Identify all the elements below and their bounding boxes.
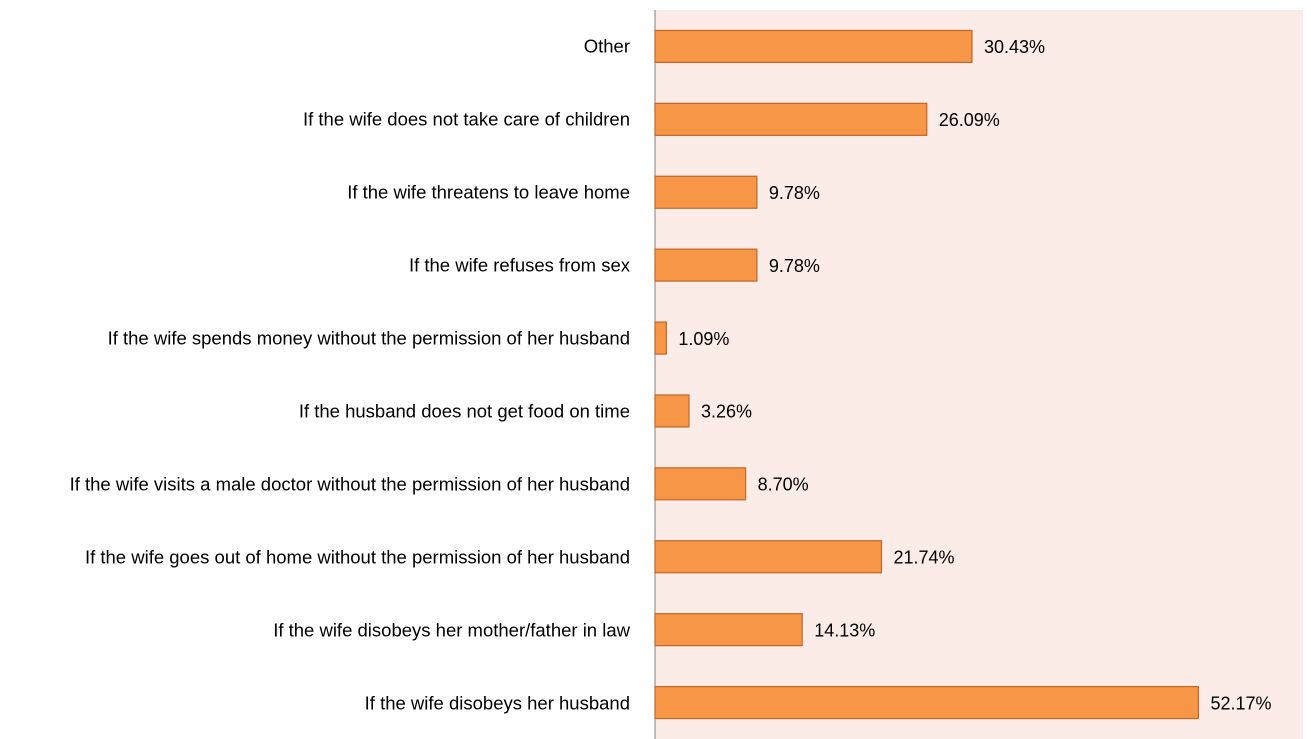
bar bbox=[654, 394, 690, 428]
data-label: 52.17% bbox=[1210, 693, 1271, 713]
bar bbox=[654, 685, 1200, 720]
bar bbox=[654, 175, 758, 209]
category-label: If the wife threatens to leave home bbox=[347, 181, 630, 203]
category-label: If the wife disobeys her husband bbox=[364, 692, 630, 714]
category-label: If the wife visits a male doctor without… bbox=[69, 473, 630, 495]
category-label: If the wife refuses from sex bbox=[408, 254, 630, 276]
bar bbox=[654, 540, 883, 574]
data-label: 26.09% bbox=[939, 110, 1000, 130]
data-label: 30.43% bbox=[984, 37, 1045, 57]
category-label: If the husband does not get food on time bbox=[298, 400, 630, 422]
bar bbox=[654, 321, 667, 355]
category-label: If the wife spends money without the per… bbox=[107, 327, 630, 349]
data-label: 3.26% bbox=[701, 402, 752, 422]
bar bbox=[654, 102, 928, 136]
data-label: 14.13% bbox=[814, 620, 875, 640]
category-label: Other bbox=[583, 35, 630, 57]
data-label: 21.74% bbox=[893, 548, 954, 568]
data-label: 1.09% bbox=[678, 329, 729, 349]
category-label: If the wife disobeys her mother/father i… bbox=[273, 619, 630, 641]
bar bbox=[654, 467, 747, 501]
category-label: If the wife does not take care of childr… bbox=[302, 108, 630, 130]
data-label: 9.78% bbox=[769, 183, 820, 203]
category-label: If the wife goes out of home without the… bbox=[84, 546, 630, 568]
bar bbox=[654, 29, 973, 64]
bar bbox=[654, 248, 758, 282]
data-label: 8.70% bbox=[758, 475, 809, 495]
bar bbox=[654, 613, 803, 647]
data-label: 9.78% bbox=[769, 256, 820, 276]
